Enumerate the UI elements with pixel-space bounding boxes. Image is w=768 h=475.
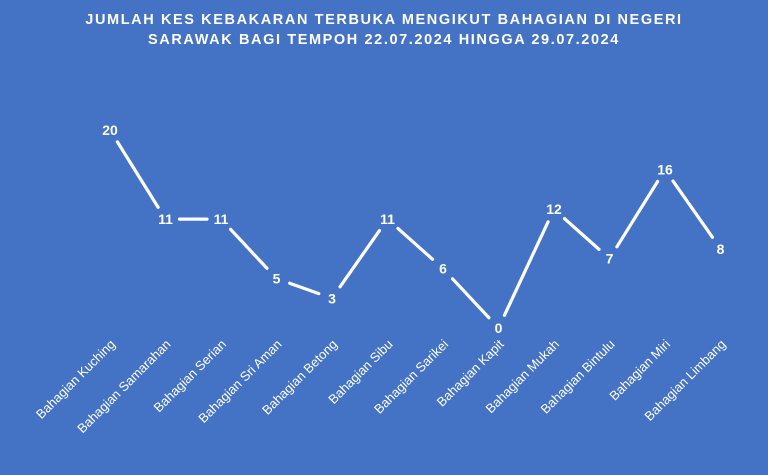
series-segment: [671, 179, 715, 239]
data-label: 16: [657, 162, 673, 178]
data-label: 11: [214, 211, 229, 227]
drop-lines: [109, 144, 722, 330]
series-segment: [228, 227, 269, 270]
chart-title-line-1: JUMLAH KES KEBAKARAN TERBUKA MENGIKUT BA…: [85, 12, 683, 28]
data-label: 20: [102, 122, 118, 138]
series-segment: [115, 140, 160, 209]
data-label: 6: [439, 261, 447, 277]
data-label: 11: [380, 211, 395, 227]
series-segment: [396, 226, 435, 261]
data-labels: 20 11 11 5 3 11 6 0 12 7 16 8: [102, 122, 724, 336]
data-label: 3: [328, 290, 336, 306]
chart-title: JUMLAH KES KEBAKARAN TERBUKA MENGIKUT BA…: [0, 10, 768, 50]
series-segment: [288, 281, 321, 296]
series-segment: [450, 277, 491, 320]
series-line: [115, 140, 715, 320]
chart-title-line-2: SARAWAK BAGI TEMPOH 22.07.2024 HINGGA 29…: [148, 32, 620, 48]
data-label: 8: [717, 241, 725, 257]
data-label: 5: [273, 271, 281, 287]
x-tick-label: Bahagian Samarahan: [74, 337, 174, 437]
series-segment: [615, 179, 660, 249]
series-segment: [338, 228, 382, 289]
data-label: 12: [546, 201, 562, 217]
data-label: 11: [158, 211, 173, 227]
data-label: 7: [606, 251, 614, 267]
data-label: 0: [495, 320, 503, 336]
series-segment: [502, 220, 550, 317]
series-segment: [562, 216, 601, 251]
